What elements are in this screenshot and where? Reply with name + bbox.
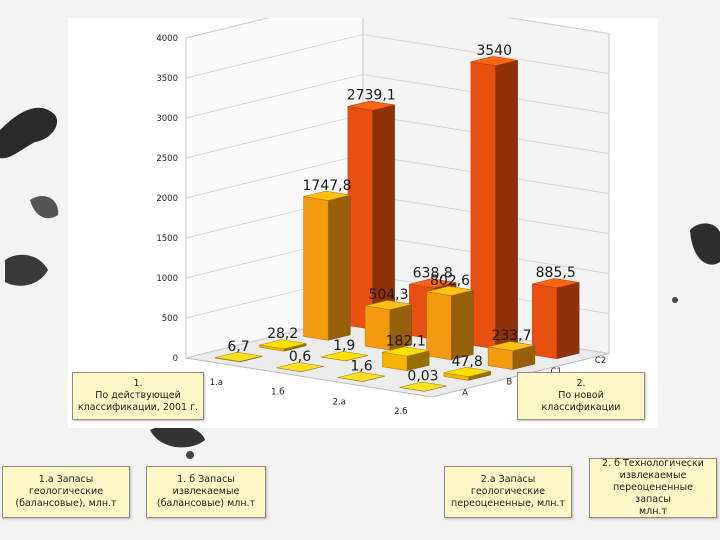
data-label: 3540 [476,43,512,59]
bar-top [532,278,580,289]
data-label: 1,9 [333,338,355,354]
data-label: 182,1 [386,333,426,349]
y-tick-label: 4000 [156,34,178,44]
x-category-label: 1.а [210,378,223,388]
box-1a-reserves: 1.а Запасы геологические (балансовые), м… [2,466,130,518]
data-label: 0,6 [289,349,311,365]
box-text: 2.а Запасы геологические переоцененные, … [451,474,565,509]
depth-series-label: B [506,378,512,388]
depth-series-label: C1 [551,367,562,377]
y-tick-label: 0 [173,354,178,364]
data-label: 885,5 [536,265,576,281]
bar-side [556,282,580,360]
bar-top [399,381,447,392]
bar-front [470,61,496,350]
ink-splash-left-2 [5,254,48,286]
box-text: По новой классификации [541,390,621,413]
bar-top [215,351,262,362]
bar-top [320,351,368,362]
ink-splash-left-3 [30,195,59,219]
bar-top [470,56,518,66]
ink-dot [186,451,194,459]
gridline [185,18,610,39]
depth-series-label: C2 [595,356,606,366]
box-2a-reserves: 2.а Запасы геологические переоцененные, … [444,466,572,518]
data-label: 0,03 [407,369,438,385]
y-tick-label: 1500 [156,234,178,244]
bar-side [450,289,474,361]
bar-front [303,196,329,341]
gridline [185,74,610,119]
y-tick-label: 500 [162,314,178,324]
data-label: 638,8 [413,265,453,281]
bar-top [276,362,324,372]
y-tick-label: 3500 [156,74,178,84]
bar-top [259,339,307,350]
box-text: 1.а Запасы геологические (балансовые), м… [15,474,117,509]
gridline [185,34,610,79]
data-label: 2739,1 [347,88,396,104]
depth-series-label: A [462,389,468,399]
bar-chart-3d: 0 500 1000 1500 2000 2500 3000 3500 4000 885,5 354… [156,18,610,417]
ink-splash-right [690,223,720,265]
data-label: 802,6 [430,273,470,289]
box-text: По действующей классификации, 2001 г. [77,390,199,413]
bar-top [443,367,491,377]
data-label: 47,8 [452,354,483,370]
y-tick-label: 3000 [156,114,178,124]
x-category-label: 2.б [394,407,407,417]
y-tick-label: 2500 [156,154,178,164]
ink-dot [672,297,678,303]
bar-side [495,59,518,350]
data-label: 1,6 [350,359,372,375]
bar-top [338,371,385,382]
data-label: 1747,8 [303,178,352,194]
data-label: 6,7 [227,339,249,355]
box-current-classification: 1. По действующей классификации, 2001 г. [72,372,204,420]
box-number: 1. [133,378,143,389]
bar-top [347,100,395,111]
bar-top [409,278,457,289]
y-tick-label: 2000 [156,194,178,204]
box-new-classification: 2. По новой классификации [517,372,645,420]
box-1b-reserves: 1. б Запасы извлекаемые (балансовые) млн… [146,466,266,518]
box-text: 1. б Запасы извлекаемые (балансовые) млн… [156,474,256,509]
y-tick-label: 1000 [156,274,178,284]
bar-top [365,300,412,310]
bar-top [382,346,430,357]
bar-top [303,190,351,201]
data-label: 233,7 [491,328,531,344]
box-number: 2. [576,378,586,389]
bar-top [426,285,474,296]
ink-splash-left [0,107,58,159]
x-category-label: 2.а [333,397,346,407]
box-text: 2. б Технологически извлекаемые переоцен… [602,458,704,517]
data-label: 504,3 [368,287,408,303]
bar-front [532,283,558,359]
bar-top [488,341,535,352]
ink-splash-bottom [150,424,205,448]
bar-front [426,291,452,361]
data-label: 28,2 [267,326,298,342]
box-2b-reserves: 2. б Технологически извлекаемые переоцен… [589,458,717,518]
bar-side [327,194,351,341]
x-category-label: 1.б [271,388,284,398]
